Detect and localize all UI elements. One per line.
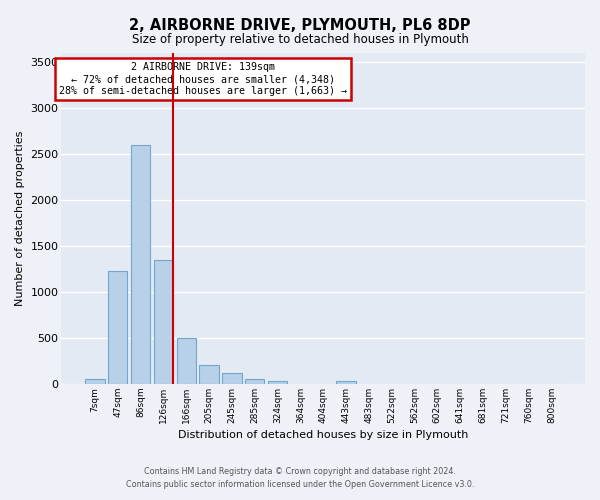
Bar	[245, 380, 265, 384]
Text: 2 AIRBORNE DRIVE: 139sqm
← 72% of detached houses are smaller (4,348)
28% of sem: 2 AIRBORNE DRIVE: 139sqm ← 72% of detach…	[59, 62, 347, 96]
X-axis label: Distribution of detached houses by size in Plymouth: Distribution of detached houses by size …	[178, 430, 469, 440]
Bar	[131, 146, 151, 384]
Y-axis label: Number of detached properties: Number of detached properties	[15, 130, 25, 306]
Bar	[85, 380, 104, 384]
Bar	[268, 381, 287, 384]
Text: 2, AIRBORNE DRIVE, PLYMOUTH, PL6 8DP: 2, AIRBORNE DRIVE, PLYMOUTH, PL6 8DP	[129, 18, 471, 32]
Bar	[222, 374, 242, 384]
Bar	[154, 260, 173, 384]
Bar	[108, 270, 127, 384]
Bar	[199, 365, 219, 384]
Text: Contains HM Land Registry data © Crown copyright and database right 2024.
Contai: Contains HM Land Registry data © Crown c…	[126, 468, 474, 489]
Text: Size of property relative to detached houses in Plymouth: Size of property relative to detached ho…	[131, 32, 469, 46]
Bar	[176, 338, 196, 384]
Bar	[337, 381, 356, 384]
